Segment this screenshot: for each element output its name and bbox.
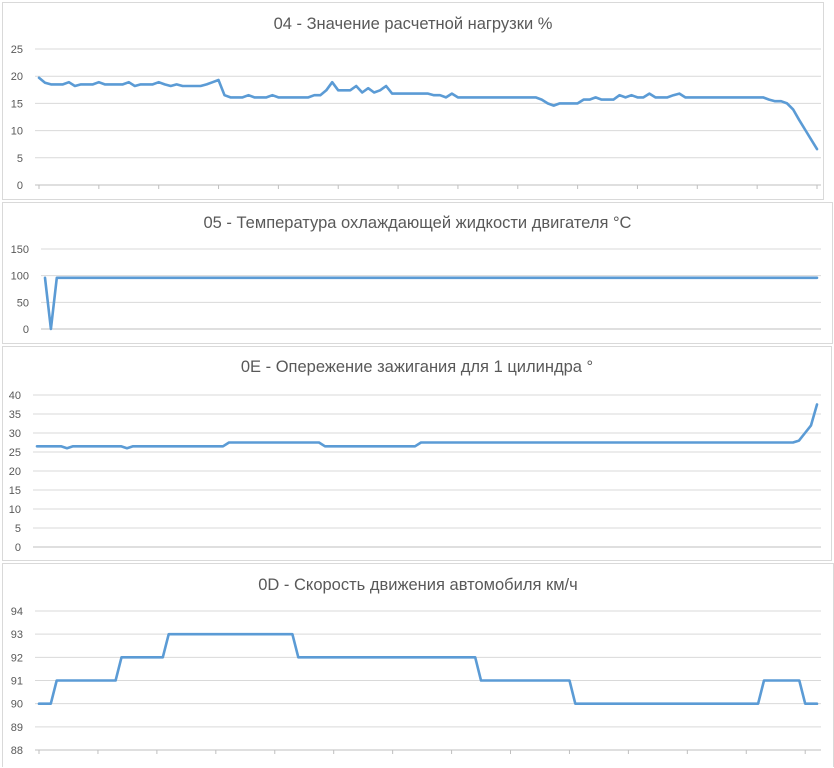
chart-plot-coolant-temperature: 0 50 100 150 — [11, 244, 821, 336]
y-tick-label: 0 — [15, 542, 21, 554]
chart-panel-engine-load: 04 - Значение расчетной нагрузки % 0 5 10 1… — [2, 2, 824, 200]
y-tick-label: 35 — [9, 409, 21, 421]
y-tick-label: 89 — [11, 722, 23, 734]
chart-title: 05 - Температура охлаждающей жидкости дв… — [203, 214, 632, 232]
chart-panel-coolant-temperature: 05 - Температура охлаждающей жидкости дв… — [2, 202, 833, 344]
y-tick-label: 150 — [11, 244, 29, 256]
chart-plot-ignition-timing: 0 5 10 15 20 25 30 35 40 — [9, 390, 821, 554]
y-tick-label: 40 — [9, 390, 21, 402]
y-tick-label: 92 — [11, 652, 23, 664]
series-line — [37, 76, 819, 151]
chart-title: 0E - Опережение зажигания для 1 цилиндра… — [240, 358, 594, 376]
y-tick-label: 0 — [17, 180, 23, 192]
chart-panel-vehicle-speed: 0D - Скорость движения автомобиля км/ч 8… — [2, 563, 834, 767]
y-tick-label: 15 — [9, 485, 21, 497]
y-tick-label: 50 — [17, 297, 29, 309]
y-tick-label: 0 — [23, 324, 29, 336]
y-tick-label: 30 — [9, 428, 21, 440]
y-tick-label: 93 — [11, 629, 23, 641]
chart-plot-engine-load: 0 5 10 15 20 25 — [11, 44, 821, 192]
series-line — [43, 276, 819, 331]
chart-title: 04 - Значение расчетной нагрузки % — [273, 15, 553, 33]
y-tick-label: 10 — [9, 504, 21, 516]
y-tick-label: 20 — [9, 466, 21, 478]
y-tick-label: 10 — [11, 126, 23, 138]
y-tick-label: 91 — [11, 676, 23, 688]
series-line — [37, 632, 819, 705]
y-tick-label: 20 — [11, 71, 23, 83]
y-tick-label: 15 — [11, 98, 23, 110]
chart-plot-vehicle-speed: 88 89 90 91 92 93 94 — [11, 606, 821, 757]
y-tick-label: 25 — [11, 44, 23, 56]
chart-panel-ignition-timing: 0E - Опережение зажигания для 1 цилиндра… — [2, 346, 832, 561]
y-tick-label: 25 — [9, 447, 21, 459]
y-tick-label: 90 — [11, 699, 23, 711]
y-tick-label: 94 — [11, 606, 23, 618]
y-tick-label: 5 — [15, 523, 21, 535]
chart-title: 0D - Скорость движения автомобиля км/ч — [258, 576, 578, 594]
y-tick-label: 5 — [17, 153, 23, 165]
series-line — [35, 403, 819, 450]
y-tick-label: 88 — [11, 745, 23, 757]
y-tick-label: 100 — [11, 271, 29, 283]
